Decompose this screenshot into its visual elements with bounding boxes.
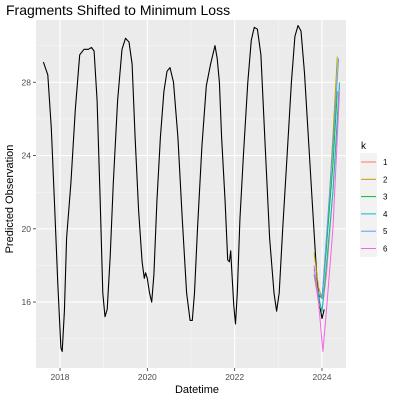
grid-minor — [36, 20, 346, 368]
y-axis: 16 20 24 28 — [22, 77, 36, 307]
x-tick-label: 2024 — [313, 372, 332, 382]
x-tick-label: 2018 — [51, 372, 70, 382]
chart-title: Fragments Shifted to Minimum Loss — [6, 2, 230, 18]
legend-title: k — [361, 141, 367, 152]
legend-label-k3: 3 — [383, 193, 388, 202]
y-tick-label: 16 — [22, 297, 32, 307]
legend: 1 2 3 4 5 6 — [360, 153, 388, 257]
x-axis: 2018 2020 2022 2024 — [51, 368, 332, 382]
x-axis-title: Datetime — [175, 384, 219, 396]
series-line-k5 — [313, 58, 340, 299]
y-tick-label: 28 — [22, 77, 32, 87]
y-tick-label: 20 — [22, 224, 32, 234]
x-tick-label: 2020 — [138, 372, 157, 382]
legend-label-k4: 4 — [383, 210, 388, 219]
x-tick-label: 2022 — [225, 372, 244, 382]
legend-label-k5: 5 — [383, 227, 388, 236]
legend-label-k1: 1 — [383, 158, 388, 167]
legend-label-k2: 2 — [383, 175, 388, 184]
y-tick-label: 24 — [22, 151, 32, 161]
legend-key-background — [360, 153, 377, 257]
series-lines — [42, 24, 340, 353]
legend-label-k6: 6 — [383, 245, 388, 254]
y-axis-title: Predicted Observation — [4, 145, 16, 254]
series-line-observed — [42, 24, 325, 353]
series-line-k6 — [313, 91, 340, 352]
